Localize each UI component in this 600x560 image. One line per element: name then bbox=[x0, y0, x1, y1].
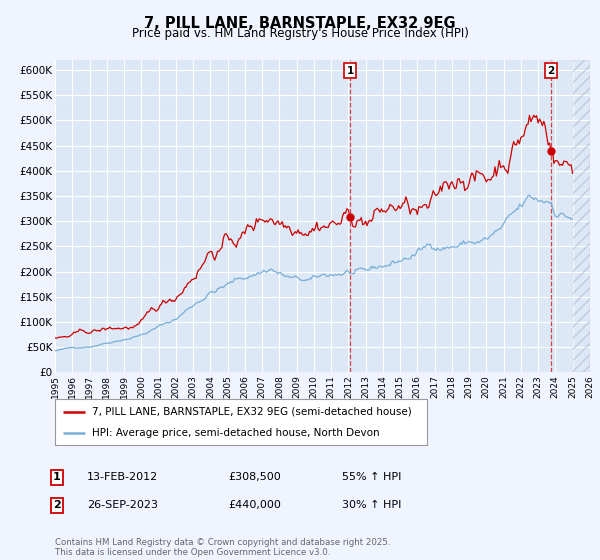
Text: 26-SEP-2023: 26-SEP-2023 bbox=[87, 500, 158, 510]
Text: 2: 2 bbox=[547, 66, 554, 76]
Text: 30% ↑ HPI: 30% ↑ HPI bbox=[342, 500, 401, 510]
Text: 55% ↑ HPI: 55% ↑ HPI bbox=[342, 472, 401, 482]
Text: £440,000: £440,000 bbox=[228, 500, 281, 510]
Text: 7, PILL LANE, BARNSTAPLE, EX32 9EG: 7, PILL LANE, BARNSTAPLE, EX32 9EG bbox=[144, 16, 456, 31]
Text: 1: 1 bbox=[53, 472, 61, 482]
Text: 7, PILL LANE, BARNSTAPLE, EX32 9EG (semi-detached house): 7, PILL LANE, BARNSTAPLE, EX32 9EG (semi… bbox=[92, 407, 412, 417]
Text: Contains HM Land Registry data © Crown copyright and database right 2025.
This d: Contains HM Land Registry data © Crown c… bbox=[55, 538, 391, 557]
Text: Price paid vs. HM Land Registry's House Price Index (HPI): Price paid vs. HM Land Registry's House … bbox=[131, 27, 469, 40]
Text: 1: 1 bbox=[347, 66, 354, 76]
Text: £308,500: £308,500 bbox=[228, 472, 281, 482]
Text: HPI: Average price, semi-detached house, North Devon: HPI: Average price, semi-detached house,… bbox=[92, 428, 380, 438]
Text: 2: 2 bbox=[53, 500, 61, 510]
Text: 13-FEB-2012: 13-FEB-2012 bbox=[87, 472, 158, 482]
